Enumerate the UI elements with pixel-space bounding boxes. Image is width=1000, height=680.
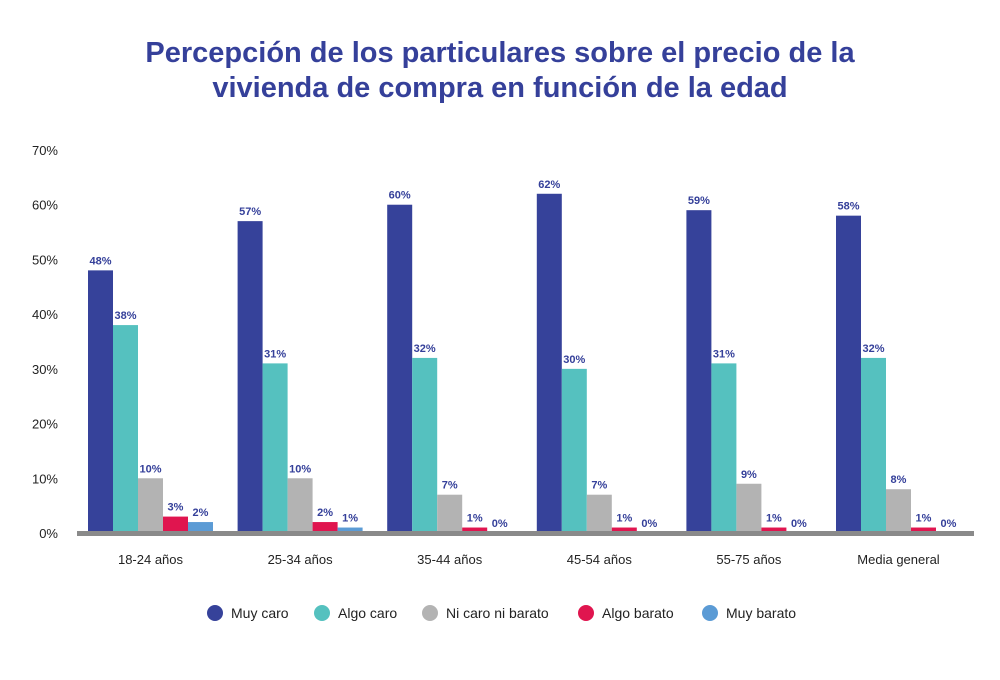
bar-data-label: 32% [414, 343, 436, 355]
y-tick-label: 40% [32, 307, 58, 322]
y-tick-label: 10% [32, 471, 58, 486]
legend-marker [314, 605, 330, 621]
bar-data-label: 3% [168, 502, 184, 514]
y-tick-label: 30% [32, 362, 58, 377]
bar-data-label: 2% [317, 507, 333, 519]
x-category-label: 35-44 años [417, 552, 483, 567]
bar-data-label: 57% [239, 206, 261, 218]
bar-muy-caro [237, 221, 263, 533]
bar-data-label: 0% [791, 518, 807, 530]
bar-data-label: 30% [563, 354, 585, 366]
chart-title-line-2: vivienda de compra en función de la edad [212, 72, 787, 104]
bar-data-label: 60% [389, 190, 411, 202]
bar-data-label: 31% [264, 348, 286, 360]
y-tick-label: 0% [39, 526, 58, 541]
legend-marker [578, 605, 594, 621]
bar-ni-caro-ni-barato [736, 483, 762, 533]
bar-ni-caro-ni-barato [287, 478, 313, 533]
bar-algo-caro [861, 357, 886, 533]
bar-data-label: 0% [941, 518, 957, 530]
bar-data-label: 32% [862, 343, 884, 355]
legend-label: Algo caro [338, 605, 397, 621]
bar-series-group: 48% 38% 10% 3% 2% 57% 31% 10% 2% 1% 60% 32% 7% 1% 0% 62… [88, 179, 957, 533]
bar-algo-barato [312, 522, 338, 533]
bar-data-label: 10% [139, 463, 161, 475]
bar-ni-caro-ni-barato [886, 489, 911, 533]
bar-algo-caro [113, 325, 138, 533]
bar-data-label: 38% [114, 310, 136, 322]
x-category-label: 25-34 años [268, 552, 334, 567]
y-axis: 0% 10% 20% 30% 40% 50% 60% 70% [32, 143, 58, 541]
bar-data-label: 7% [591, 480, 607, 492]
bar-data-label: 8% [891, 474, 907, 486]
bar-algo-caro [711, 363, 737, 533]
bar-data-label: 7% [442, 480, 458, 492]
bar-data-label: 1% [342, 513, 358, 525]
bar-data-label: 31% [713, 348, 735, 360]
bar-algo-barato [911, 527, 936, 533]
bar-ni-caro-ni-barato [138, 478, 163, 533]
bar-data-label: 0% [492, 518, 508, 530]
bar-data-label: 10% [289, 463, 311, 475]
bar-ni-caro-ni-barato [586, 494, 612, 533]
x-category-label: 45-54 años [567, 552, 633, 567]
bar-algo-caro [412, 357, 438, 533]
chart-title-line-1: Percepción de los particulares sobre el … [145, 37, 855, 69]
bar-data-label: 48% [89, 255, 111, 267]
legend-marker [207, 605, 223, 621]
bar-algo-caro [262, 363, 288, 533]
x-category-label: 18-24 años [118, 552, 184, 567]
bar-ni-caro-ni-barato [437, 494, 463, 533]
legend-marker [422, 605, 438, 621]
bar-algo-caro [561, 368, 587, 533]
bar-muy-caro [686, 210, 712, 533]
y-tick-label: 20% [32, 417, 58, 432]
bar-algo-barato [761, 527, 787, 533]
bar-algo-barato [163, 516, 188, 533]
bar-data-label: 62% [538, 179, 560, 191]
y-tick-label: 70% [32, 143, 58, 158]
bar-data-label: 58% [837, 201, 859, 213]
bar-algo-barato [462, 527, 488, 533]
legend-label: Muy caro [231, 605, 289, 621]
legend-marker [702, 605, 718, 621]
legend-label: Ni caro ni barato [446, 605, 549, 621]
y-tick-label: 50% [32, 252, 58, 267]
bar-data-label: 59% [688, 195, 710, 207]
bar-data-label: 1% [467, 513, 483, 525]
y-tick-label: 60% [32, 198, 58, 213]
legend: Muy caro Algo caro Ni caro ni barato Algo b… [207, 605, 796, 621]
bar-muy-caro [387, 204, 413, 533]
bar-muy-caro [836, 215, 861, 533]
bar-data-label: 9% [741, 469, 757, 481]
bar-muy-barato [337, 527, 363, 533]
bar-muy-caro [88, 270, 113, 533]
bar-data-label: 2% [193, 507, 209, 519]
bar-muy-caro [536, 193, 562, 533]
x-category-label: 55-75 años [716, 552, 782, 567]
bar-algo-barato [611, 527, 637, 533]
x-axis: 18-24 años 25-34 años 35-44 años 45-54 años… [118, 552, 940, 567]
bar-data-label: 1% [916, 513, 932, 525]
legend-label: Muy barato [726, 605, 796, 621]
bar-data-label: 1% [616, 513, 632, 525]
x-axis-baseline [77, 531, 974, 536]
x-category-label: Media general [857, 552, 939, 567]
bar-muy-barato [188, 522, 213, 533]
bar-data-label: 1% [766, 513, 782, 525]
legend-label: Algo barato [602, 605, 674, 621]
bar-data-label: 0% [641, 518, 657, 530]
